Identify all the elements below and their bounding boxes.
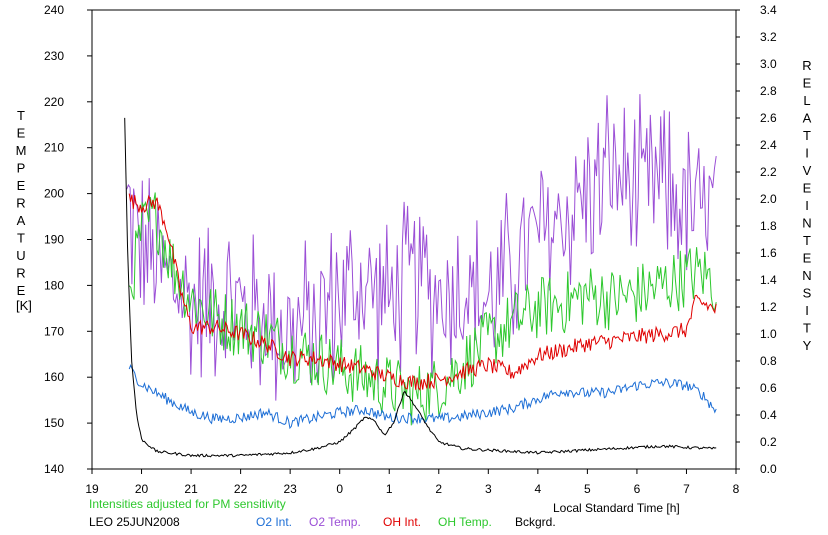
- legend-oh-int: OH Int.: [383, 515, 422, 529]
- left-tick-label: 190: [44, 233, 64, 247]
- right-tick-label: 0.2: [760, 435, 777, 449]
- right-tick-label: 2.4: [760, 138, 777, 152]
- right-tick-label: 2.0: [760, 192, 777, 206]
- legend-o2-temp: O2 Temp.: [309, 515, 361, 529]
- right-tick-label: 1.6: [760, 246, 777, 260]
- legend-oh-temp: OH Temp.: [438, 515, 492, 529]
- left-tick-label: 160: [44, 370, 64, 384]
- x-tick-label: 0: [336, 482, 343, 496]
- right-axis-letter: I: [805, 146, 809, 161]
- right-tick-label: 0.8: [760, 354, 777, 368]
- left-axis-letter: E: [17, 126, 26, 141]
- series-line-oh-temp: [128, 192, 717, 426]
- left-axis-letter: T: [17, 231, 25, 246]
- x-tick-label: 7: [683, 482, 690, 496]
- left-tick-label: 230: [44, 49, 64, 63]
- right-tick-label: 2.2: [760, 165, 777, 179]
- left-tick-label: 220: [44, 95, 64, 109]
- station-date-text: LEO 25JUN2008: [89, 515, 180, 529]
- x-tick-label: 21: [184, 482, 198, 496]
- right-tick-label: 1.2: [760, 300, 777, 314]
- series-line-o2-int: [128, 363, 717, 430]
- left-axis-letter: A: [17, 213, 26, 228]
- right-tick-label: 1.0: [760, 327, 777, 341]
- right-axis-letter: I: [805, 303, 809, 318]
- right-axis-letter: Y: [803, 338, 812, 353]
- x-tick-label: 2: [435, 482, 442, 496]
- right-tick-label: 1.4: [760, 273, 777, 287]
- left-tick-label: 140: [44, 462, 64, 476]
- right-axis-letter: E: [803, 76, 812, 91]
- x-tick-label: 6: [634, 482, 641, 496]
- note-text: Intensities adjusted for PM sensitivity: [89, 497, 286, 511]
- right-axis-letter: E: [803, 181, 812, 196]
- right-tick-label: 2.8: [760, 84, 777, 98]
- right-tick-label: 2.6: [760, 111, 777, 125]
- right-axis-letter: L: [803, 93, 810, 108]
- right-axis-letter: T: [803, 321, 811, 336]
- left-axis-letter: T: [17, 108, 25, 123]
- right-tick-label: 1.8: [760, 219, 777, 233]
- left-tick-label: 210: [44, 141, 64, 155]
- x-tick-label: 8: [733, 482, 740, 496]
- right-axis-letter: N: [802, 216, 811, 231]
- left-axis-letter: R: [16, 266, 25, 281]
- right-tick-label: 0.4: [760, 408, 777, 422]
- x-tick-label: 23: [283, 482, 297, 496]
- right-axis-letter: T: [803, 128, 811, 143]
- series-line-o2-temp: [126, 94, 717, 401]
- right-tick-label: 3.4: [760, 3, 777, 17]
- right-axis-letter: T: [803, 233, 811, 248]
- right-axis-letter: V: [803, 163, 812, 178]
- left-axis-unit: [K]: [16, 298, 32, 313]
- left-tick-label: 170: [44, 324, 64, 338]
- left-axis-letter: M: [16, 143, 27, 158]
- right-axis-letter: A: [803, 111, 812, 126]
- right-axis-letter: E: [803, 251, 812, 266]
- left-tick-label: 180: [44, 278, 64, 292]
- right-axis-letter: R: [802, 58, 811, 73]
- x-tick-label: 5: [584, 482, 591, 496]
- series-line-oh-int: [128, 193, 717, 392]
- x-axis-label: Local Standard Time [h]: [553, 501, 680, 515]
- left-axis-letter: R: [16, 196, 25, 211]
- left-axis-letter: P: [17, 161, 26, 176]
- x-tick-label: 4: [535, 482, 542, 496]
- legend-o2-int: O2 Int.: [256, 515, 293, 529]
- left-axis-letter: E: [17, 178, 26, 193]
- left-tick-label: 150: [44, 416, 64, 430]
- right-tick-label: 3.2: [760, 30, 777, 44]
- left-axis-letter: U: [16, 248, 25, 263]
- x-tick-label: 22: [234, 482, 248, 496]
- right-axis-letter: S: [803, 286, 812, 301]
- right-axis-letter: N: [802, 268, 811, 283]
- right-tick-label: 3.0: [760, 57, 777, 71]
- x-tick-label: 3: [485, 482, 492, 496]
- left-tick-label: 240: [44, 3, 64, 17]
- right-axis-letter: I: [805, 198, 809, 213]
- x-tick-label: 20: [135, 482, 149, 496]
- right-tick-label: 0.0: [760, 462, 777, 476]
- legend-bckgrd: Bckgrd.: [515, 515, 556, 529]
- series-line-bckgrd: [124, 117, 717, 458]
- x-tick-label: 19: [85, 482, 99, 496]
- left-tick-label: 200: [44, 187, 64, 201]
- left-axis-letter: E: [17, 283, 26, 298]
- x-tick-label: 1: [386, 482, 393, 496]
- right-tick-label: 0.6: [760, 381, 777, 395]
